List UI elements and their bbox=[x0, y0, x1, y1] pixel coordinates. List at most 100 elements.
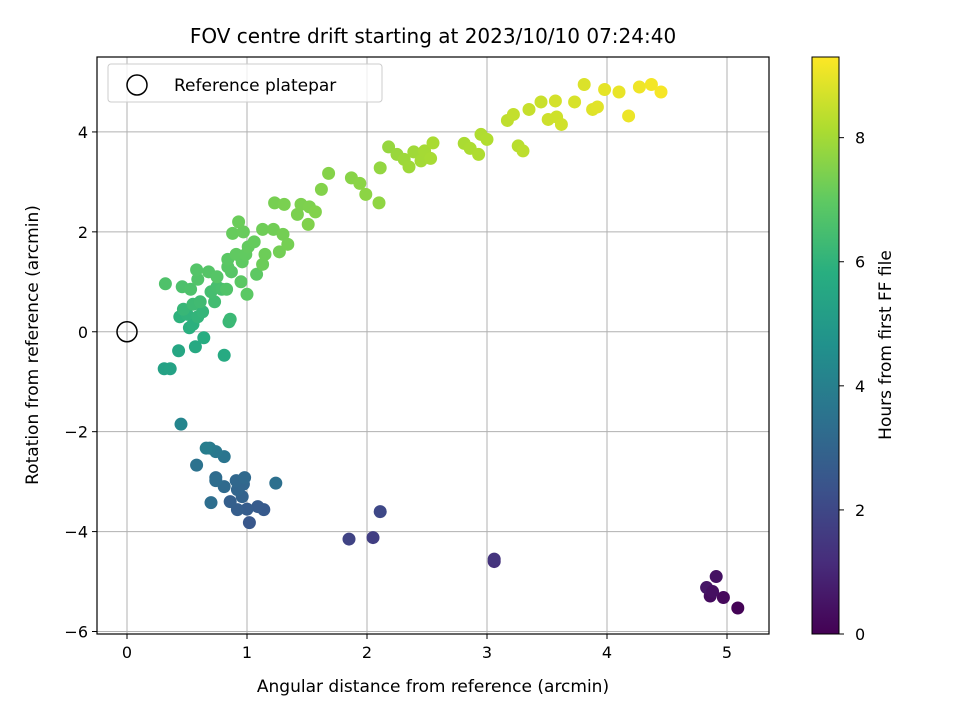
data-point-72 bbox=[247, 235, 261, 249]
x-tick-label-5: 5 bbox=[722, 643, 732, 662]
data-point-104 bbox=[424, 151, 438, 165]
data-point-11 bbox=[242, 516, 256, 530]
legend-marker bbox=[126, 74, 148, 96]
data-point-66 bbox=[240, 287, 254, 301]
reference-marker bbox=[116, 321, 138, 343]
x-tick-label-3: 3 bbox=[482, 643, 492, 662]
data-point-100 bbox=[402, 160, 416, 174]
data-point-88 bbox=[301, 217, 315, 231]
data-point-97 bbox=[382, 140, 396, 154]
data-point-67 bbox=[250, 267, 264, 281]
data-point-110 bbox=[480, 132, 494, 146]
data-point-95 bbox=[372, 196, 386, 210]
data-point-76 bbox=[256, 257, 270, 271]
data-point-50 bbox=[208, 295, 222, 309]
data-point-101 bbox=[407, 145, 421, 159]
data-point-3 bbox=[709, 570, 723, 584]
data-point-37 bbox=[217, 348, 231, 362]
data-point-81 bbox=[276, 227, 290, 241]
data-point-120 bbox=[548, 94, 562, 108]
data-point-126 bbox=[612, 85, 626, 99]
colorbar-ticks: 0 2 4 6 8 bbox=[839, 129, 865, 644]
y-tick-label-3: 0 bbox=[78, 323, 88, 342]
data-point-77 bbox=[258, 247, 272, 261]
data-point-8 bbox=[366, 531, 380, 545]
data-point-36 bbox=[188, 340, 202, 354]
x-axis-ticks: 0 1 2 3 4 5 bbox=[122, 634, 732, 662]
data-point-38 bbox=[197, 331, 211, 345]
data-point-32 bbox=[174, 417, 188, 431]
data-point-69 bbox=[229, 247, 243, 261]
data-point-93 bbox=[353, 176, 367, 190]
data-point-49 bbox=[193, 295, 207, 309]
data-point-121 bbox=[568, 95, 582, 109]
y-axis-ticks: −6 −4 −2 0 2 4 bbox=[64, 123, 97, 642]
data-point-89 bbox=[308, 205, 322, 219]
data-point-90 bbox=[314, 182, 328, 196]
data-points bbox=[157, 77, 745, 615]
data-point-44 bbox=[196, 305, 210, 319]
data-point-58 bbox=[191, 272, 205, 286]
data-point-1 bbox=[716, 591, 730, 605]
data-point-115 bbox=[522, 102, 536, 116]
data-point-75 bbox=[232, 215, 246, 229]
y-tick-label-2: −2 bbox=[64, 423, 88, 442]
data-point-108 bbox=[472, 147, 486, 161]
data-point-9 bbox=[342, 532, 356, 546]
data-point-45 bbox=[176, 302, 190, 316]
data-point-7 bbox=[487, 552, 501, 566]
x-axis-label: Angular distance from reference (arcmin) bbox=[257, 677, 609, 697]
data-point-114 bbox=[506, 107, 520, 121]
x-tick-label-1: 1 bbox=[242, 643, 252, 662]
data-point-10 bbox=[373, 505, 387, 519]
data-point-127 bbox=[622, 109, 636, 123]
y-tick-label-5: 4 bbox=[78, 123, 88, 142]
data-point-83 bbox=[268, 196, 282, 210]
x-tick-label-4: 4 bbox=[602, 643, 612, 662]
data-point-59 bbox=[190, 263, 204, 277]
data-point-122 bbox=[577, 77, 591, 91]
data-point-47 bbox=[223, 312, 237, 326]
data-point-85 bbox=[290, 207, 304, 221]
data-point-61 bbox=[210, 270, 224, 284]
data-point-26 bbox=[269, 476, 283, 490]
data-point-91 bbox=[322, 166, 336, 180]
legend: Reference platepar bbox=[107, 63, 383, 103]
chart-title: FOV centre drift starting at 2023/10/10 … bbox=[190, 24, 676, 48]
data-point-73 bbox=[226, 226, 240, 240]
y-tick-label-4: 2 bbox=[78, 223, 88, 242]
colorbar-tick-label-2: 4 bbox=[855, 377, 865, 396]
data-point-124 bbox=[590, 100, 604, 114]
y-tick-label-0: −6 bbox=[64, 623, 88, 642]
data-point-16 bbox=[223, 495, 237, 509]
data-point-57 bbox=[220, 282, 234, 296]
data-point-119 bbox=[554, 117, 568, 131]
data-point-34 bbox=[163, 362, 177, 376]
data-point-25 bbox=[204, 496, 218, 510]
data-point-79 bbox=[266, 222, 280, 236]
plot-frame bbox=[96, 56, 770, 635]
data-point-128 bbox=[632, 80, 646, 94]
x-tick-label-0: 0 bbox=[122, 643, 132, 662]
colorbar-tick-label-4: 8 bbox=[855, 129, 865, 148]
data-point-129 bbox=[644, 77, 658, 91]
colorbar-tick-label-0: 0 bbox=[855, 625, 865, 644]
data-point-31 bbox=[199, 441, 213, 455]
colorbar-label: Hours from first FF file bbox=[876, 250, 896, 440]
data-point-0 bbox=[731, 601, 745, 615]
data-point-5 bbox=[706, 585, 720, 599]
data-point-35 bbox=[172, 344, 186, 358]
colorbar-tick-label-1: 2 bbox=[855, 501, 865, 520]
data-point-13 bbox=[251, 500, 265, 514]
legend-entry-label: Reference platepar bbox=[174, 76, 336, 96]
grid-lines bbox=[97, 57, 769, 634]
data-point-125 bbox=[598, 82, 612, 96]
data-point-130 bbox=[654, 85, 668, 99]
data-point-112 bbox=[516, 144, 530, 158]
data-point-105 bbox=[426, 136, 440, 150]
data-point-82 bbox=[281, 237, 295, 251]
data-point-21 bbox=[238, 471, 252, 485]
colorbar-tick-label-3: 6 bbox=[855, 253, 865, 272]
legend-box bbox=[107, 63, 383, 103]
